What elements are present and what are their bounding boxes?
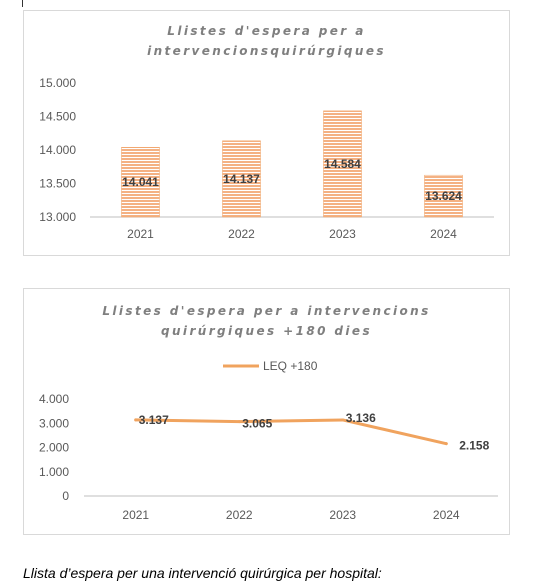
- bar-2021: [121, 147, 160, 218]
- bar-value-label: 13.624: [425, 189, 462, 203]
- point-value-label: 3.065: [242, 417, 272, 431]
- series-line-LEQ-180: [134, 418, 448, 446]
- y-tick-label: 13.000: [39, 210, 76, 224]
- caption-text: Llista d’espera per una intervenció quir…: [23, 565, 382, 581]
- y-tick-label: 14.500: [39, 110, 76, 124]
- data-point: [134, 418, 138, 422]
- bar-chart-title-line-1: Llistes d'espera per a: [167, 24, 366, 38]
- bar-value-label: 14.137: [223, 172, 260, 186]
- x-tick-label: 2023: [329, 227, 356, 241]
- x-tick-label: 2023: [329, 508, 356, 522]
- line-chart-panel: Llistes d'espera per a intervencions qui…: [23, 288, 510, 535]
- bar-2023: [323, 110, 362, 218]
- bar-value-label: 14.584: [324, 157, 361, 171]
- data-point: [444, 442, 448, 446]
- y-tick-label: 14.000: [39, 143, 76, 157]
- bar-chart-title: Llistes d'espera per a intervencionsquir…: [24, 21, 509, 61]
- bar-2024: [424, 174, 463, 218]
- bar-chart-panel: Llistes d'espera per a intervencionsquir…: [23, 10, 510, 256]
- bar-chart-title-line-2: intervencionsquirúrgiques: [147, 44, 386, 58]
- x-tick-label: 2024: [433, 508, 460, 522]
- bar-chart-plot: 13.000 13.500 14.000 14.500 15.000 14.041 2021…: [39, 76, 494, 241]
- line-chart-title-line-2: quirúrgiques +180 dies: [161, 324, 372, 338]
- y-tick-label: 15.000: [39, 76, 76, 90]
- x-tick-label: 2021: [127, 227, 154, 241]
- line-chart-title: Llistes d'espera per a intervencions qui…: [24, 301, 509, 341]
- y-tick-label: 4.000: [39, 392, 69, 406]
- y-tick-label: 13.500: [39, 177, 76, 191]
- y-tick-label: 1.000: [39, 465, 69, 479]
- y-tick-label: 3.000: [39, 416, 69, 430]
- line-chart-plot: LEQ +180 0 1.000 2.000 3.000 4.000 3.137 2021 3.…: [39, 359, 498, 522]
- x-tick-label: 2022: [228, 227, 255, 241]
- y-tick-label: 0: [62, 489, 69, 503]
- x-tick-label: 2021: [122, 508, 149, 522]
- x-tick-label: 2022: [226, 508, 253, 522]
- point-value-label: 3.137: [139, 413, 169, 427]
- legend-label: LEQ +180: [263, 359, 318, 373]
- x-tick-label: 2024: [430, 227, 457, 241]
- bar-value-label: 14.041: [122, 175, 159, 189]
- page-edge-mark: [22, 0, 23, 7]
- point-value-label: 2.158: [459, 439, 489, 453]
- y-tick-label: 2.000: [39, 441, 69, 455]
- data-point: [341, 418, 345, 422]
- data-point: [237, 420, 241, 424]
- bar-2022: [222, 140, 261, 218]
- point-value-label: 3.136: [346, 411, 376, 425]
- line-chart-title-line-1: Llistes d'espera per a intervencions: [102, 304, 431, 318]
